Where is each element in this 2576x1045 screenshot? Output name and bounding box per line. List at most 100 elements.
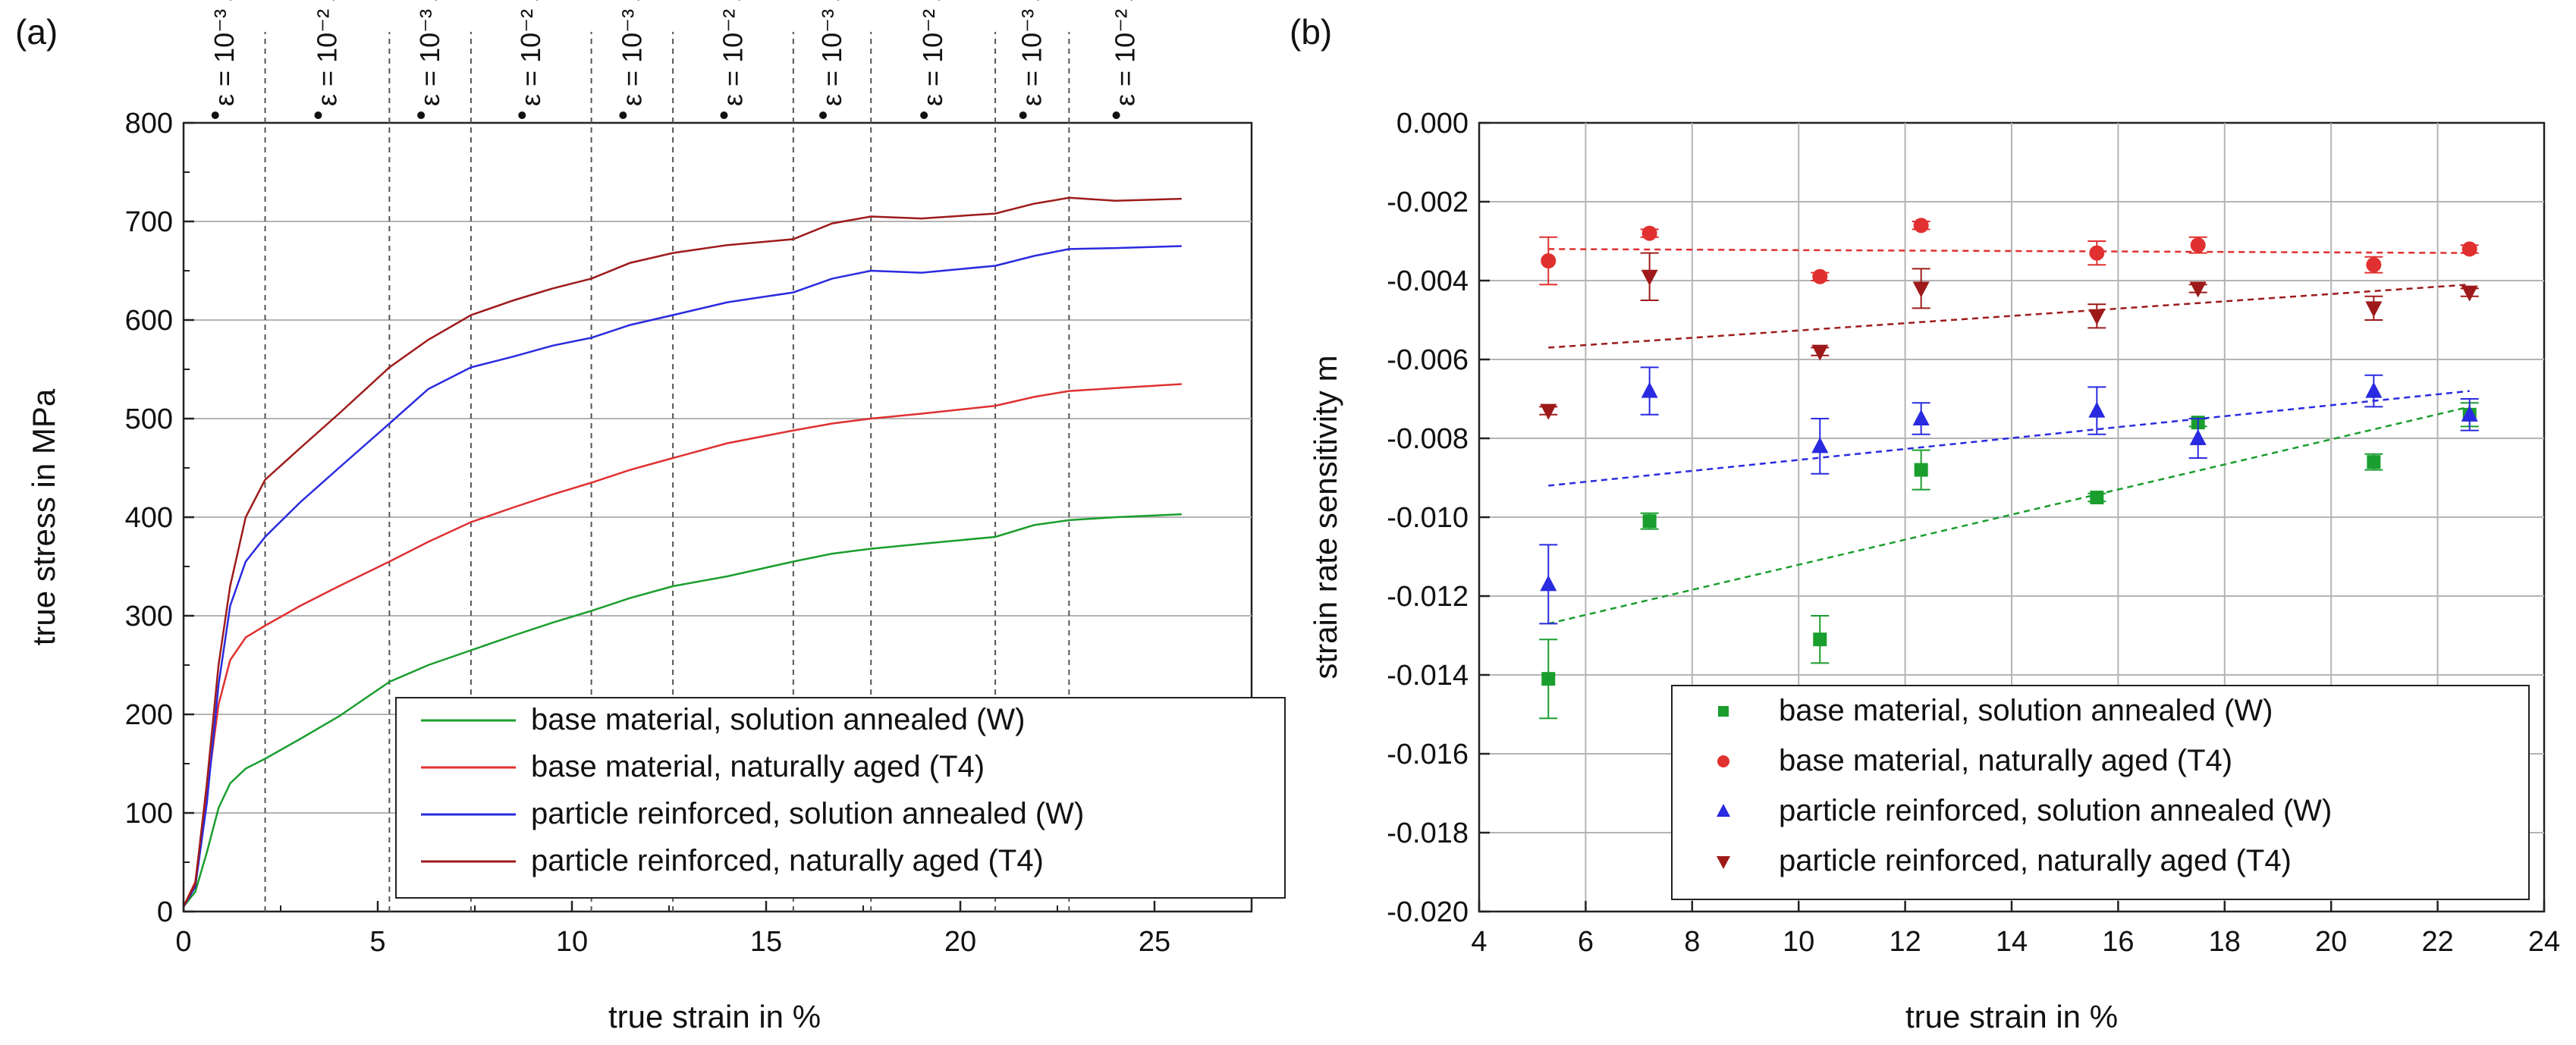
- panel-a-rate-dot: [417, 111, 426, 119]
- panel-a-rate-dot: [920, 111, 928, 119]
- panel-b-y-tick-label: -0.006: [1387, 344, 1469, 376]
- panel-b-data-point: [2189, 429, 2207, 445]
- panel-b-x-tick-label: 18: [2209, 926, 2241, 958]
- panel-b-legend-marker: [1718, 706, 1729, 717]
- panel-a-rate-dot: [720, 111, 728, 119]
- panel-b-legend-label: particle reinforced, solution annealed (…: [1779, 794, 2332, 827]
- panel-a-y-tick-label: 100: [125, 798, 173, 830]
- panel-b-data-point: [1541, 672, 1556, 686]
- panel-b-data-point: [2090, 491, 2104, 504]
- panel-a-label: (a): [15, 12, 58, 52]
- panel-b-data-point: [1812, 268, 1828, 284]
- panel-a-y-tick-label: 500: [125, 403, 173, 435]
- panel-a-rate-dot: [211, 111, 219, 119]
- panel-a-legend-label: particle reinforced, naturally aged (T4): [531, 844, 1044, 877]
- panel-b-data-point: [2367, 455, 2381, 469]
- panel-a-series-line: [183, 513, 1182, 908]
- panel-b-data-point: [1914, 463, 1928, 477]
- panel-a-rate-annotation: ε = 10⁻³ s⁻¹: [209, 0, 240, 106]
- panel-a-x-tick-label: 10: [556, 926, 588, 958]
- panel-a-rate-dot: [1112, 111, 1120, 119]
- panel-b-data-point: [1913, 218, 1929, 234]
- panel-a-x-tick-label: 15: [750, 926, 782, 958]
- panel-b-fit-line: [1547, 406, 2471, 625]
- panel-b-data-point: [1811, 344, 1829, 361]
- panel-a-legend-box: [395, 697, 1286, 899]
- panel-b-data-point: [1642, 514, 1657, 529]
- panel-b-ticks: 4 6 8 10 12 14 16 18 20 22 24 0.000 -0.002 -0.004 -0.0…: [1387, 108, 2560, 958]
- panel-b-fit-lines: [1547, 248, 2471, 625]
- panel-b-legend-label: base material, solution annealed (W): [1779, 694, 2273, 727]
- panel-a-series-line: [182, 245, 1182, 908]
- panel-b-x-tick-label: 14: [1996, 926, 2028, 958]
- panel-b-y-tick-label: -0.010: [1387, 502, 1469, 534]
- panel-b-x-tick-label: 10: [1783, 926, 1814, 958]
- panel-a-legend-label: particle reinforced, solution annealed (…: [531, 797, 1084, 830]
- panel-a-rate-dot: [819, 111, 828, 119]
- panel-b-x-tick-label: 6: [1578, 926, 1594, 958]
- panel-b-legend: base material, solution annealed (W) base…: [1671, 685, 2530, 900]
- panel-a-rate-dot: [1019, 111, 1027, 119]
- panel-b-y-tick-label: -0.008: [1387, 423, 1469, 455]
- panel-b-data-point: [1912, 410, 1930, 425]
- panel-a-y-tick-label: 800: [125, 108, 173, 140]
- panel-b-data-point: [1540, 403, 1557, 420]
- panel-a-legend-label: base material, solution annealed (W): [531, 703, 1025, 736]
- panel-a-x-tick-label: 0: [175, 926, 191, 958]
- panel-b-fit-line: [1548, 390, 2470, 487]
- panel-a-rate-annotation: ε = 10⁻² s⁻¹: [515, 0, 546, 106]
- panel-a-x-axis-label: true strain in %: [608, 999, 821, 1034]
- panel-b-x-tick-label: 12: [1889, 926, 1921, 958]
- panel-b-data-point: [1912, 281, 1930, 298]
- panel-a-y-tick-label: 400: [125, 502, 173, 534]
- panel-a-rate-dot: [518, 111, 526, 119]
- panel-b-label: (b): [1290, 12, 1332, 52]
- panel-b-y-tick-label: -0.014: [1387, 660, 1469, 692]
- panel-b-data-point: [1641, 381, 1658, 398]
- panel-b-data-point: [1540, 575, 1557, 592]
- panel-a-rate-annotation: ε = 10⁻² s⁻¹: [311, 0, 342, 106]
- panel-b-markers: [1539, 218, 2479, 720]
- panel-a-series-line: [182, 383, 1182, 908]
- panel-a-rate-annotations: ε = 10⁻³ s⁻¹ ε = 10⁻² s⁻¹ ε = 10⁻³ s⁻¹ ε = …: [209, 0, 1141, 119]
- panel-a-rate-annotation: ε = 10⁻² s⁻¹: [917, 0, 948, 106]
- panel-b-data-point: [2089, 245, 2105, 261]
- panel-b-y-tick-label: -0.004: [1387, 265, 1469, 297]
- panel-b-y-tick-label: -0.002: [1387, 187, 1469, 218]
- panel-a-y-tick-label: 700: [125, 206, 173, 238]
- panel-b-y-axis-label: strain rate sensitivity m: [1308, 355, 1343, 679]
- panel-a-rate-change-lines: [264, 32, 1070, 912]
- panel-a-x-tick-label: 20: [944, 926, 976, 958]
- panel-b-data-point: [2365, 301, 2383, 318]
- panel-a-rate-annotation: ε = 10⁻² s⁻¹: [717, 0, 748, 106]
- panel-a-y-tick-label: 300: [125, 601, 173, 632]
- panel-a-rate-annotation: ε = 10⁻³ s⁻¹: [1016, 0, 1048, 106]
- panel-a-legend: base material, solution annealed (W) base…: [395, 697, 1286, 899]
- panel-a-y-axis-label: true stress in MPa: [26, 388, 61, 645]
- panel-b-legend-marker: [1717, 755, 1729, 767]
- panel-a-x-tick-label: 25: [1139, 926, 1170, 958]
- panel-b-legend-label: base material, naturally aged (T4): [1779, 744, 2232, 777]
- panel-b-legend-box: [1671, 685, 2530, 900]
- panel-b-x-tick-label: 4: [1471, 926, 1487, 958]
- panel-a-series: [182, 196, 1182, 908]
- panel-a-x-tick-label: 5: [369, 926, 385, 958]
- panel-a-rate-annotation: ε = 10⁻³ s⁻¹: [414, 0, 445, 106]
- panel-b-y-tick-label: -0.018: [1387, 817, 1469, 849]
- panel-b-data-point: [2190, 237, 2206, 253]
- panel-a-y-tick-label: 200: [125, 699, 173, 731]
- panel-b-y-tick-label: 0.000: [1396, 108, 1469, 140]
- panel-b-data-point: [1641, 225, 1657, 241]
- panel-b-x-tick-label: 20: [2315, 926, 2347, 958]
- panel-b-legend-label: particle reinforced, naturally aged (T4): [1779, 844, 2292, 877]
- panel-b-data-point: [2461, 405, 2478, 422]
- panel-b-data-point: [2088, 401, 2106, 418]
- panel-b: (b) 4 6 8 10 12 14 16 18 20 22 24 0.000 -0.002 -0.004…: [1290, 12, 2560, 1034]
- panel-b-x-tick-label: 22: [2421, 926, 2453, 958]
- panel-b-data-point: [2366, 257, 2382, 273]
- panel-b-x-tick-label: 8: [1684, 926, 1700, 958]
- panel-a-rate-dot: [314, 111, 322, 119]
- panel-b-data-point: [2461, 285, 2478, 302]
- panel-b-data-point: [1813, 632, 1827, 647]
